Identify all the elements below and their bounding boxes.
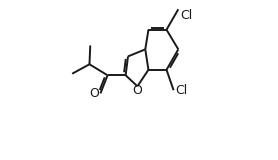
Text: O: O <box>89 87 99 100</box>
Text: O: O <box>133 84 142 97</box>
Text: Cl: Cl <box>175 84 187 97</box>
Text: Cl: Cl <box>180 9 192 22</box>
